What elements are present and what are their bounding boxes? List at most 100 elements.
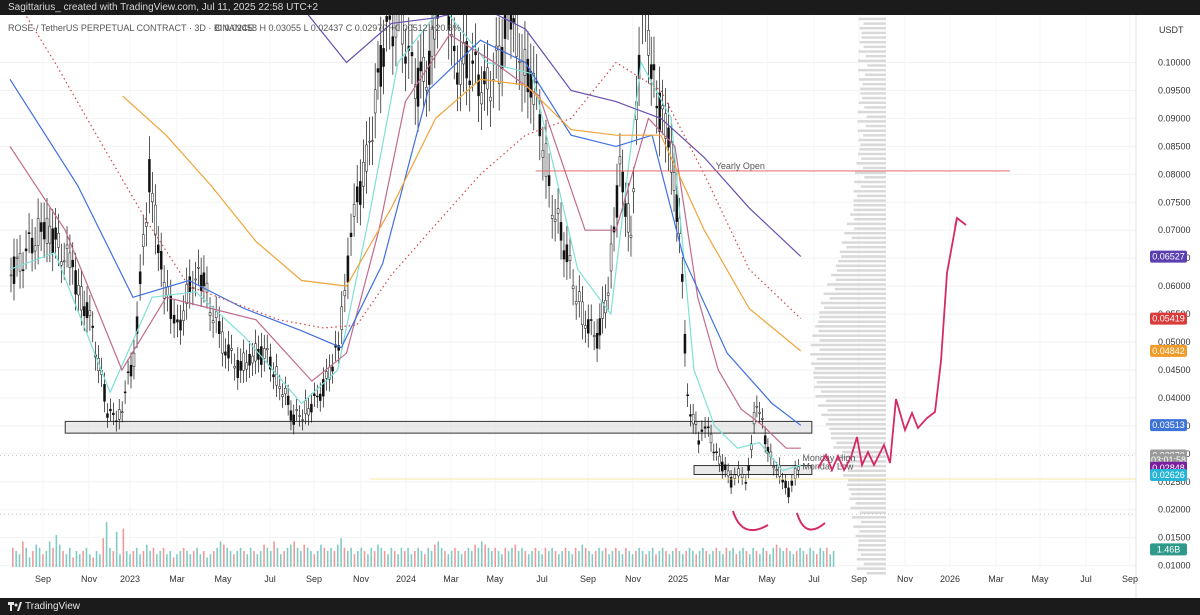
profile-bar	[846, 483, 886, 486]
candle-body	[202, 272, 206, 287]
volume-bar	[832, 551, 835, 567]
candle-body	[74, 270, 77, 295]
volume-bar	[367, 554, 369, 567]
volume-bar	[62, 551, 64, 567]
profile-bar	[818, 329, 886, 333]
volume-bar	[347, 551, 349, 567]
candle-body	[349, 232, 353, 237]
volume-bar	[202, 551, 205, 567]
candle-body	[404, 56, 407, 64]
profile-bar	[857, 548, 886, 552]
volume-bar	[594, 551, 597, 567]
volume-bar	[129, 554, 131, 567]
profile-bar	[864, 106, 886, 109]
candle-body	[103, 384, 106, 402]
candle-body	[48, 225, 52, 244]
candle-body	[9, 274, 13, 277]
volume-bar	[306, 547, 309, 567]
profile-bar	[857, 129, 886, 132]
candle-body	[197, 267, 200, 269]
candle-body	[667, 127, 670, 148]
volume-bar	[82, 551, 84, 567]
candle-body	[707, 426, 710, 429]
candle-body	[176, 319, 179, 323]
volume-bar	[712, 551, 714, 567]
candle-body	[578, 291, 581, 302]
volume-bar	[574, 547, 577, 567]
volume-bar	[135, 547, 138, 567]
volume-bar	[665, 551, 667, 567]
x-tick-label: Nov	[353, 574, 370, 584]
volume-bar	[206, 557, 208, 567]
time-axis[interactable]: Sep Nov 2023 Mar May Jul Sep Nov 2024 Mar May Jul Se…	[35, 574, 1138, 584]
x-tick-label: Sep	[1122, 574, 1138, 584]
candle-body	[733, 474, 737, 479]
volume-bar	[507, 551, 510, 567]
profile-bar	[829, 427, 886, 431]
profile-bar	[855, 534, 886, 538]
profile-bar	[863, 134, 886, 137]
volume-bar	[52, 547, 54, 567]
candle-body	[129, 364, 133, 377]
x-tick-label: 2023	[120, 574, 140, 584]
candle-body	[609, 243, 613, 272]
candle-body	[340, 306, 343, 330]
volume-bar	[728, 551, 731, 567]
y-tick-label: 0.08500	[1158, 141, 1191, 151]
profile-bar	[857, 194, 886, 198]
profile-bar	[865, 124, 886, 128]
candle-body	[310, 403, 313, 413]
volume-bar	[671, 551, 674, 567]
candle-body	[62, 260, 66, 263]
volume-bar	[343, 547, 346, 567]
candle-body	[474, 51, 477, 56]
y-tick-label: 0.09500	[1158, 85, 1191, 95]
candle-body	[307, 408, 310, 416]
volume-bar	[330, 547, 332, 567]
volume-bar	[407, 547, 409, 567]
candle-body	[568, 255, 572, 262]
candle-body	[227, 344, 230, 359]
volume-bar	[263, 544, 265, 567]
candle-body	[39, 222, 43, 232]
volume-bar	[25, 547, 27, 567]
profile-bar	[851, 236, 886, 240]
x-tick-label: May	[486, 574, 504, 584]
volume-bar	[668, 554, 671, 567]
volume-bar	[300, 551, 302, 567]
price-tag-box	[1150, 543, 1187, 556]
volume-bar	[682, 554, 684, 567]
profile-bar	[853, 208, 886, 212]
candle-body	[27, 232, 31, 234]
volume-bar	[447, 554, 450, 567]
volume-bar	[618, 551, 620, 567]
profile-bar	[859, 40, 886, 44]
candle-body	[547, 175, 551, 186]
volume-bar	[621, 554, 624, 567]
volume-bar	[162, 547, 165, 567]
volume-bar	[196, 547, 198, 567]
volume-bar	[313, 554, 316, 567]
volume-bar	[216, 547, 218, 567]
volume-bar	[68, 547, 71, 567]
profile-bar	[814, 385, 886, 389]
volume-bar	[457, 551, 460, 567]
volume-bar	[779, 547, 781, 567]
candle-body	[758, 412, 761, 414]
volume-bar	[209, 554, 212, 567]
volume-bar	[658, 551, 661, 567]
volume-bar	[755, 551, 758, 567]
volume-bar	[430, 551, 433, 567]
projection-path	[817, 217, 958, 473]
volume-bar	[581, 544, 584, 567]
candle-body	[761, 418, 764, 420]
price-tag-box	[1150, 250, 1187, 263]
volume-bar	[785, 547, 788, 567]
y-tick-label: 0.04500	[1158, 365, 1191, 375]
volume-bar	[283, 551, 285, 567]
profile-bar	[848, 488, 886, 491]
candle-body	[57, 232, 60, 248]
projection-arrowhead	[954, 216, 967, 228]
y-tick-label: 0.07500	[1158, 197, 1191, 207]
